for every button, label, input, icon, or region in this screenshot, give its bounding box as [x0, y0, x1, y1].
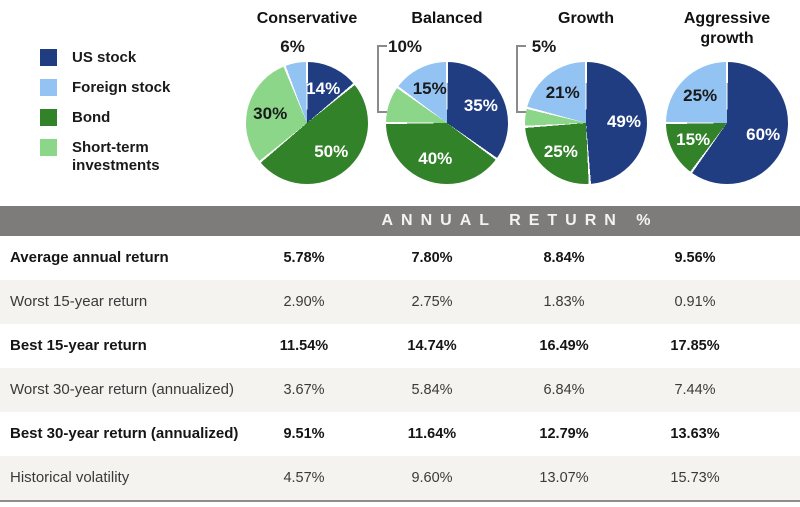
value-cell-balanced: 9.60% — [411, 470, 453, 486]
pie-slice-label-bond: 15% — [676, 130, 711, 150]
pie-title-line: Conservative — [256, 10, 358, 27]
legend-label: Bond — [72, 109, 111, 126]
value-cell-conservative: 5.78% — [283, 250, 325, 266]
pie-slice-label-us-stock: 49% — [606, 111, 641, 131]
row-label: Worst 15-year return — [10, 293, 148, 310]
pie-slice-label-bond: 50% — [314, 142, 349, 162]
legend-swatch-us-stock — [40, 49, 57, 66]
value-cell-conservative: 11.54% — [279, 338, 329, 354]
callout-bracket — [516, 45, 526, 113]
pie-slice-label-bond: 25% — [543, 141, 578, 161]
pie-slice-label-foreign-stock: 6% — [280, 37, 305, 56]
table-row-best-30-year-return-annualized: Best 30-year return (annualized) 9.51% 11.… — [0, 412, 800, 456]
legend-item-foreign-stock: Foreign stock — [40, 79, 230, 97]
value-cell-growth: 16.49% — [539, 338, 589, 354]
pie-title-line: Growth — [558, 10, 614, 27]
row-label: Best 15-year return — [10, 337, 147, 354]
value-cell-conservative: 3.67% — [283, 382, 325, 398]
pie-chart-conservative: 14% 50% 30% 6% — [246, 37, 368, 184]
legend-swatch-foreign-stock — [40, 79, 57, 96]
value-cell-growth: 12.79% — [539, 426, 589, 442]
value-cell-conservative: 4.57% — [283, 470, 325, 486]
value-cell-balanced: 2.75% — [411, 294, 453, 310]
value-cell-conservative: 2.90% — [283, 294, 325, 310]
pie-chart-balanced: 35% 40% 10% 15% — [377, 37, 508, 184]
value-cell-aggressive-growth: 0.91% — [674, 294, 716, 310]
legend-label: US stock — [72, 49, 137, 66]
value-cell-balanced: 14.74% — [407, 338, 457, 354]
table-row-best-15-year-return: Best 15-year return 11.54% 14.74% 16.49% 17.… — [0, 324, 800, 368]
portfolio-column-balanced: Balanced 35% 40% 10% 15% — [372, 0, 522, 206]
pie-slice-label-short-term-investments: 5% — [531, 37, 557, 56]
pie-slice-label-us-stock: 60% — [746, 124, 781, 144]
pie-title-growth: Growth — [511, 9, 661, 29]
pie-title-balanced: Balanced — [372, 9, 522, 29]
portfolio-column-growth: Growth 49% 25% 5% 21% — [511, 0, 661, 206]
row-label: Best 30-year return (annualized) — [10, 425, 239, 442]
legend-item-bond: Bond — [40, 109, 230, 127]
value-cell-aggressive-growth: 9.56% — [674, 250, 716, 266]
value-cell-aggressive-growth: 15.73% — [670, 470, 720, 486]
value-cell-balanced: 11.64% — [407, 426, 457, 442]
pie-title-line: growth — [700, 30, 754, 47]
pie-chart-aggressive-growth: 60% 15% 25% — [666, 62, 788, 184]
legend: US stock Foreign stock Bond Short-term inve… — [40, 49, 230, 187]
pie-title-line: Aggressive — [683, 10, 771, 27]
value-cell-aggressive-growth: 17.85% — [670, 338, 720, 354]
value-cell-growth: 1.83% — [543, 294, 585, 310]
table-row-average-annual-return: Average annual return 5.78% 7.80% 8.84% 9.56… — [0, 236, 800, 280]
legend-label: Short-term investments — [72, 139, 160, 174]
pie-slice-label-us-stock: 14% — [306, 78, 341, 98]
value-cell-balanced: 5.84% — [411, 382, 453, 398]
pie-slice-label-us-stock: 35% — [463, 95, 498, 115]
pie-slice-label-short-term-investments: 10% — [387, 37, 423, 56]
pie-title-line: Balanced — [411, 10, 483, 27]
pie-slice-label-short-term-investments: 30% — [253, 103, 288, 123]
pie-chart-growth: 49% 25% 5% 21% — [516, 37, 647, 184]
value-cell-growth: 6.84% — [543, 382, 585, 398]
pie-slice-label-bond: 40% — [418, 149, 453, 169]
value-cell-balanced: 7.80% — [411, 250, 453, 266]
table-row-worst-30-year-return-annualized: Worst 30-year return (annualized) 3.67% 5.… — [0, 368, 800, 412]
annual-return-title: ANNUAL RETURN % — [381, 212, 659, 229]
legend-swatch-bond — [40, 109, 57, 126]
legend-swatch-short-term-investments — [40, 139, 57, 156]
legend-item-us-stock: US stock — [40, 49, 230, 67]
value-cell-aggressive-growth: 13.63% — [670, 426, 720, 442]
portfolio-column-aggressive-growth: Aggressive growth 60% 15% 25% — [652, 0, 800, 206]
annual-return-header-bar: ANNUAL RETURN % — [0, 206, 800, 236]
portfolio-column-conservative: Conservative 14% 50% 30% 6% — [232, 0, 382, 206]
row-label: Average annual return — [10, 249, 169, 266]
row-label: Historical volatility — [10, 469, 130, 486]
pie-slice-label-foreign-stock: 21% — [545, 82, 580, 102]
table-row-historical-volatility: Historical volatility 4.57% 9.60% 13.07% 15.… — [0, 456, 800, 500]
value-cell-conservative: 9.51% — [283, 426, 325, 442]
row-label: Worst 30-year return (annualized) — [10, 381, 234, 398]
pie-slice-label-foreign-stock: 15% — [412, 79, 447, 99]
table-row-worst-15-year-return: Worst 15-year return 2.90% 2.75% 1.83% 0.91% — [0, 280, 800, 324]
value-cell-growth: 8.84% — [543, 250, 585, 266]
value-cell-growth: 13.07% — [539, 470, 589, 486]
legend-label: Foreign stock — [72, 79, 171, 96]
legend-item-short-term-investments: Short-term investments — [40, 139, 230, 175]
value-cell-aggressive-growth: 7.44% — [674, 382, 716, 398]
pie-title-aggressive-growth: Aggressive growth — [652, 9, 800, 49]
pie-slice-label-foreign-stock: 25% — [683, 86, 718, 106]
annual-return-table: Average annual return 5.78% 7.80% 8.84% 9.56… — [0, 236, 800, 502]
pie-title-conservative: Conservative — [232, 9, 382, 29]
callout-bracket — [377, 45, 387, 113]
